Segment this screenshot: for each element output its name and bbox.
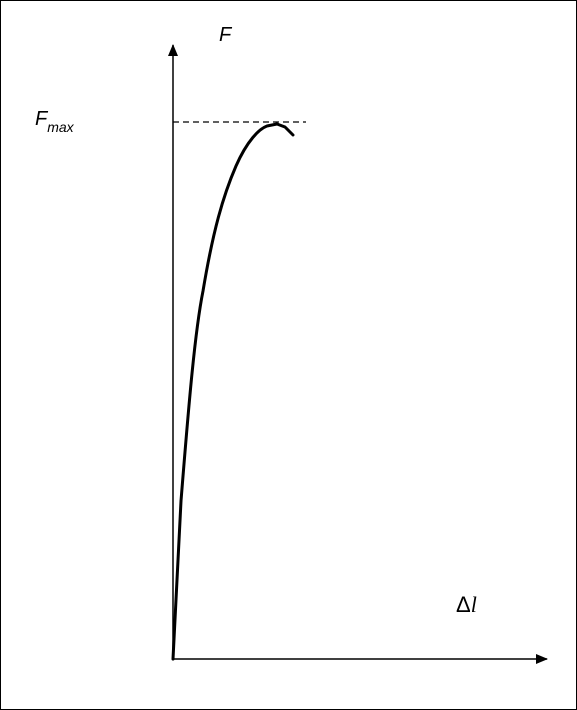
fmax-label-base: F [35, 108, 49, 130]
x-axis-label-var: l [471, 592, 477, 617]
y-axis-label: F [219, 24, 233, 46]
force-elongation-curve [171, 122, 295, 661]
x-axis-label-delta: Δ [456, 592, 471, 617]
fmax-label: Fmax [35, 108, 75, 135]
x-axis-label: Δl [456, 592, 477, 617]
fmax-label-subscript: max [47, 119, 74, 135]
